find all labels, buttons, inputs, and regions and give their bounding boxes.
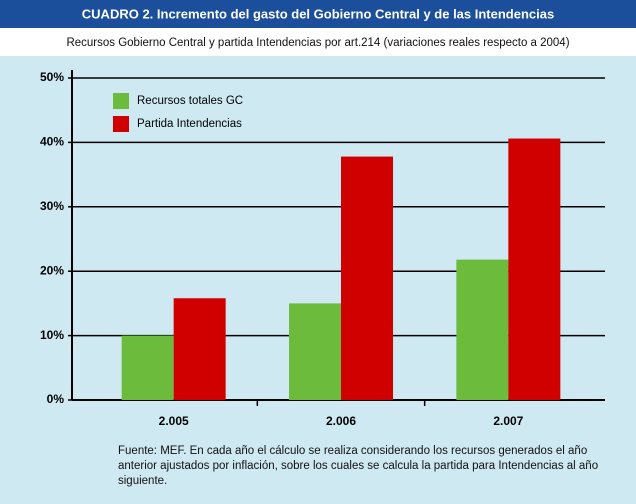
chart-subtitle: Recursos Gobierno Central y partida Inte… — [66, 37, 569, 49]
bar — [456, 259, 509, 400]
y-tick-label: 40% — [40, 135, 64, 149]
chart-title: CUADRO 2. Incremento del gasto del Gobie… — [82, 6, 554, 21]
y-tick-label: 30% — [40, 199, 64, 213]
y-tick-label: 0% — [47, 392, 65, 406]
footnote: Fuente: MEF. En cada año el cálculo se r… — [118, 445, 599, 487]
bar — [121, 335, 174, 400]
bar — [173, 298, 226, 400]
y-tick-label: 20% — [40, 263, 64, 277]
bar — [341, 156, 393, 400]
legend-label: Partida Intendencias — [137, 118, 242, 130]
bar — [289, 303, 341, 400]
y-tick-label: 50% — [40, 70, 64, 84]
x-tick-label: 2.007 — [493, 414, 523, 428]
x-tick-label: 2.005 — [159, 414, 189, 428]
legend-label: Recursos totales GC — [137, 95, 243, 107]
x-tick-label: 2.006 — [326, 414, 356, 428]
y-tick-label: 10% — [40, 328, 64, 342]
bar — [508, 138, 561, 400]
header-bar — [0, 0, 636, 28]
legend-swatch — [113, 116, 129, 132]
subtitle-band — [0, 28, 636, 56]
legend-swatch — [113, 93, 129, 109]
